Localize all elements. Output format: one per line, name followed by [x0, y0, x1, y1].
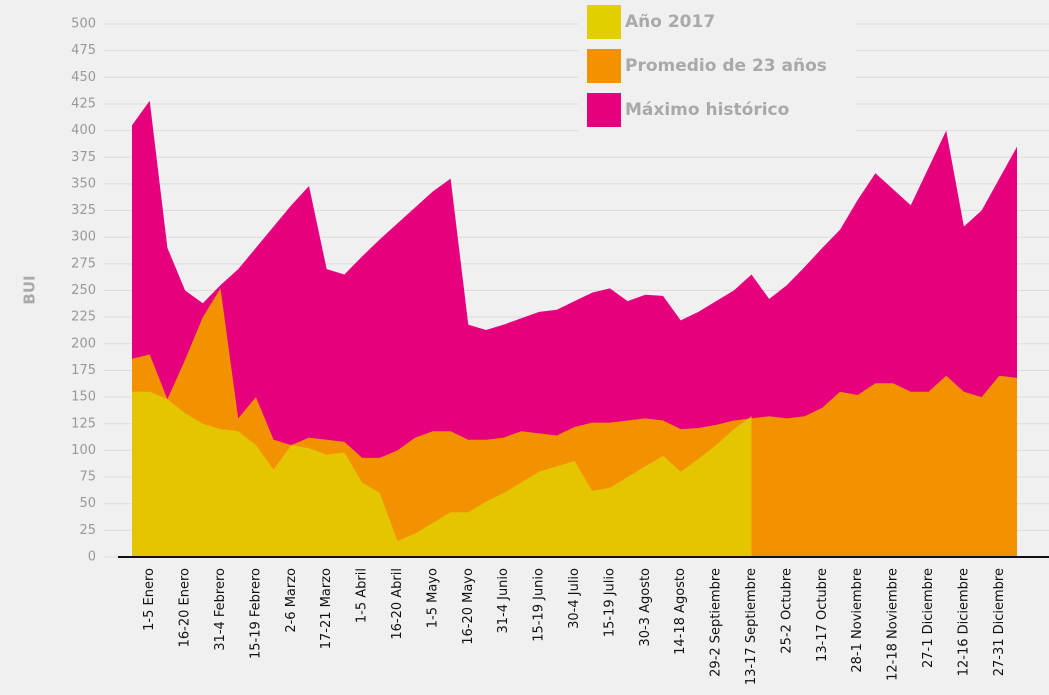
x-tick-label: 13-17 Septiembre: [744, 568, 759, 685]
x-tick-label: 1-5 Enero: [142, 568, 157, 631]
legend: Año 2017 Promedio de 23 años Máximo histór…: [578, 0, 856, 135]
x-tick-label: 1-5 Abril: [355, 568, 370, 623]
x-tick-label: 27-31 Diciembre: [992, 568, 1007, 676]
x-tick-label: 30-3 Agosto: [638, 568, 653, 647]
x-tick-label: 16-20 Mayo: [461, 568, 476, 645]
y-tick-label: 300: [71, 230, 96, 245]
y-tick-label: 375: [71, 150, 96, 165]
x-tick-label: 15-19 Julio: [602, 568, 617, 637]
y-tick-label: 125: [71, 416, 96, 431]
y-tick-label: 150: [71, 390, 96, 405]
y-tick-label: 475: [71, 43, 96, 58]
legend-label: Promedio de 23 años: [625, 56, 827, 76]
legend-swatch: [587, 49, 621, 83]
y-tick-label: 425: [71, 96, 96, 111]
x-tick-label: 12-18 Noviembre: [886, 568, 901, 681]
x-tick-label: 30-4 Julio: [567, 568, 582, 629]
y-tick-label: 100: [71, 443, 96, 458]
x-tick-label: 15-19 Junio: [532, 568, 547, 642]
axes: 1-5 Enero 16-20 Enero 31-4 Febrero 15-19 Fe…: [118, 556, 1049, 685]
x-tick-label: 28-1 Noviembre: [850, 568, 865, 673]
x-tick-label: 14-18 Agosto: [673, 568, 688, 655]
legend-label: Máximo histórico: [625, 100, 789, 120]
y-tick-label: 500: [71, 17, 96, 32]
y-tick-label: 450: [71, 70, 96, 85]
x-tick-label: 13-17 Octubre: [815, 568, 830, 662]
y-tick-label: 75: [79, 470, 96, 485]
y-tick-label: 0: [88, 550, 96, 565]
legend-background: [578, 0, 856, 135]
y-tick-label: 225: [71, 310, 96, 325]
y-tick-label: 25: [79, 523, 96, 538]
area: [132, 391, 752, 557]
x-tick-label: 15-19 Febrero: [248, 568, 263, 659]
x-tick-label: 2-6 Marzo: [284, 568, 299, 633]
y-tick-label: 200: [71, 336, 96, 351]
y-tick-label: 275: [71, 256, 96, 271]
y-tick-label: 350: [71, 176, 96, 191]
x-tick-label: 12-16 Diciembre: [956, 568, 971, 676]
x-tick-label: 1-5 Mayo: [425, 568, 440, 628]
y-tick-label: 250: [71, 283, 96, 298]
x-tick-label: 17-21 Marzo: [319, 568, 334, 649]
areas: [132, 100, 1017, 557]
x-tick-label: 31-4 Junio: [496, 568, 511, 634]
y-axis-label: BUI: [21, 275, 39, 304]
legend-label: Año 2017: [625, 12, 715, 32]
x-tick-label: 27-1 Diciembre: [921, 568, 936, 668]
x-tick-label: 16-20 Abril: [390, 568, 405, 640]
legend-swatch: [587, 93, 621, 127]
y-tick-label: 175: [71, 363, 96, 378]
x-tick-label: 16-20 Enero: [178, 568, 193, 647]
legend-swatch: [587, 5, 621, 39]
x-tick-label: 25-2 Octubre: [779, 568, 794, 654]
y-tick-label: 400: [71, 123, 96, 138]
x-tick-label: 31-4 Febrero: [213, 568, 228, 651]
y-tick-label: 325: [71, 203, 96, 218]
x-tick-label: 29-2 Septiembre: [709, 568, 724, 677]
y-tick-label: 50: [79, 496, 96, 511]
